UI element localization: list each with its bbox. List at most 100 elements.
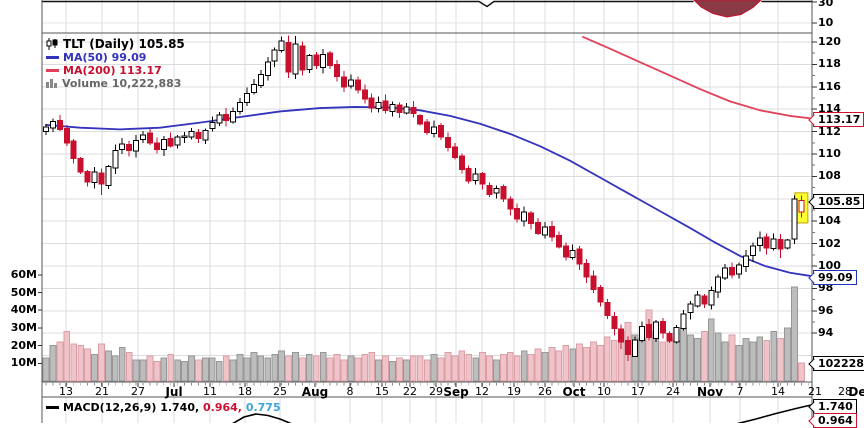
volume-bar — [562, 345, 570, 382]
volume-bar — [91, 353, 98, 382]
volume-bar — [285, 355, 292, 382]
candle-body — [618, 328, 625, 343]
candle-body — [444, 136, 451, 148]
candle-body — [334, 63, 341, 78]
candle-body — [320, 53, 327, 68]
volume-bar — [340, 359, 348, 382]
volume-bar — [458, 350, 466, 382]
candlestick-icon — [46, 37, 58, 50]
ma50-line — [45, 106, 813, 278]
volume-bar — [486, 355, 493, 382]
volume-legend-row: Volume 10,222,883 — [46, 77, 185, 90]
volume-bar — [396, 357, 403, 382]
ma200-line — [582, 36, 813, 120]
volume-bar — [125, 352, 133, 382]
candle-body — [361, 89, 368, 100]
candle-body — [458, 155, 465, 171]
candle-body — [611, 316, 618, 330]
candle-body — [278, 40, 285, 51]
volume-bar — [694, 338, 701, 382]
candle-body — [299, 45, 306, 71]
ma50-price-tag: 99.09 — [813, 270, 857, 285]
candle-body — [736, 264, 742, 275]
volume-bar — [777, 338, 784, 382]
price-axis-label: 118 — [818, 57, 841, 71]
date-axis-label: 12 — [475, 385, 489, 398]
volume-bar — [590, 341, 597, 382]
volume-bar — [749, 341, 757, 382]
candle-body — [431, 126, 438, 135]
volume-bar — [576, 343, 584, 382]
volume-bar — [506, 352, 514, 382]
volume-bar — [513, 355, 521, 382]
volume-bar — [222, 355, 230, 382]
volume-bar — [687, 334, 694, 382]
candle-body — [174, 136, 181, 146]
macd-hist-value: 0.775 — [241, 401, 281, 414]
volume-bar — [375, 359, 383, 382]
candle-body — [126, 144, 133, 152]
volume-bar — [333, 353, 341, 382]
ma50-legend-row: MA(50) 99.09 — [46, 51, 185, 64]
price-axis-label: 120 — [818, 35, 841, 48]
volume-bar — [49, 345, 57, 382]
candle-body — [375, 101, 382, 110]
chart-legend: TLT (Daily) 105.85 MA(50) 99.09 MA(200) … — [46, 36, 185, 90]
volume-bar — [437, 357, 445, 382]
price-axis-label: 102 — [818, 236, 841, 250]
volume-bar — [493, 359, 500, 382]
volume-bar — [423, 359, 431, 382]
candle-body — [410, 107, 417, 115]
date-axis-label: Sep — [443, 385, 469, 399]
candle-body — [181, 135, 188, 138]
candle-body — [209, 122, 216, 130]
volume-bar — [229, 359, 237, 382]
volume-bar — [56, 341, 64, 382]
candle-body — [632, 339, 639, 357]
volume-bar — [548, 346, 556, 382]
date-axis-label: Aug — [301, 385, 329, 399]
candle-body — [597, 287, 604, 303]
candle-body — [285, 41, 292, 73]
volume-bar — [707, 318, 715, 382]
candle-body — [167, 137, 174, 147]
volume-bar — [174, 359, 182, 382]
candle-body — [784, 239, 791, 249]
candle-body — [368, 97, 375, 109]
candle-body — [798, 199, 805, 213]
volume-bar — [146, 355, 154, 382]
volume-bar — [299, 357, 306, 382]
macd-signal-tag-text: 0.964 — [818, 414, 853, 427]
date-axis-label: 29 — [429, 385, 443, 398]
ma200-legend-row: MA(200) 113.17 — [46, 64, 185, 77]
volume-bar — [354, 357, 362, 382]
candle-body — [202, 129, 209, 141]
date-axis-label: Nov — [696, 385, 724, 399]
volume-bar — [160, 357, 168, 382]
volume-bar — [153, 361, 161, 382]
candle-body — [105, 165, 112, 186]
volume-bar — [527, 353, 535, 382]
candle-body — [237, 101, 244, 113]
candle-body — [250, 84, 257, 93]
date-axis-label: 24 — [666, 385, 680, 398]
volume-axis-label: 30M — [10, 320, 37, 334]
candle-body — [756, 237, 763, 246]
date-axis-label: 18 — [238, 385, 252, 398]
date-axis-label: 17 — [631, 385, 645, 398]
indicator-axis-label: 30 — [818, 0, 834, 9]
date-axis-label: 21 — [808, 385, 822, 398]
volume-bar — [756, 336, 764, 382]
candle-body — [77, 157, 84, 173]
candle-body — [43, 126, 49, 132]
candle-body — [438, 125, 445, 138]
candle-body — [223, 113, 230, 121]
volume-bar — [257, 355, 265, 382]
candle-body — [562, 245, 569, 258]
volume-bar — [451, 355, 459, 382]
volume-tag: 10222883 — [813, 356, 864, 371]
candle-body — [770, 238, 777, 249]
